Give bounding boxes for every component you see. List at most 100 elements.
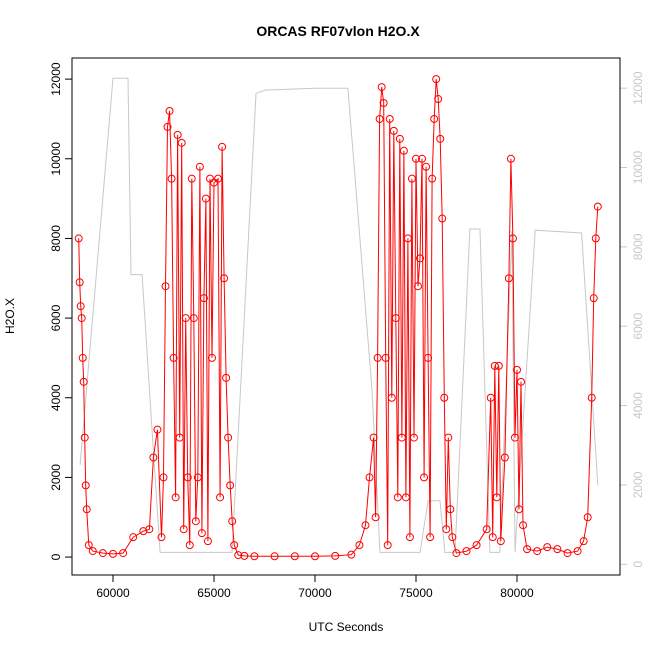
data-point — [218, 142, 227, 151]
data-point — [228, 517, 237, 526]
data-point — [434, 95, 443, 104]
data-point — [165, 106, 174, 115]
data-point — [157, 533, 166, 542]
data-point — [191, 517, 200, 526]
data-point — [75, 278, 84, 287]
data-point — [401, 493, 410, 502]
data-point — [290, 552, 299, 561]
data-point — [240, 551, 249, 560]
data-point — [371, 513, 380, 522]
data-point — [375, 114, 384, 123]
data-point — [436, 134, 445, 143]
data-point — [506, 154, 515, 163]
x-tick-label: 70000 — [298, 586, 332, 600]
data-point — [173, 130, 182, 139]
data-point — [195, 162, 204, 171]
data-point — [199, 294, 208, 303]
data-point — [169, 353, 178, 362]
data-point — [490, 361, 499, 370]
series-line — [78, 79, 599, 557]
data-point — [405, 533, 414, 542]
data-point — [440, 393, 449, 402]
data-point — [214, 174, 223, 183]
y-axis-label: H2O.X — [3, 298, 17, 334]
data-point — [171, 493, 180, 502]
y2-tick-label: 12000 — [631, 71, 645, 105]
data-point — [391, 314, 400, 323]
data-point — [183, 473, 192, 482]
data-point — [385, 114, 394, 123]
data-point — [508, 234, 517, 243]
data-point — [205, 174, 214, 183]
data-point — [365, 473, 374, 482]
data-point — [579, 537, 588, 546]
data-point — [361, 521, 370, 530]
plot-area: 60000 65000 70000 75000 80000020004000600080… — [49, 62, 645, 600]
data-point — [482, 525, 491, 534]
data-point — [79, 377, 88, 386]
data-point — [591, 234, 600, 243]
data-point — [533, 547, 542, 556]
data-point — [222, 373, 231, 382]
data-point — [369, 433, 378, 442]
y2-tick-label: 8000 — [631, 233, 645, 260]
y2-tick-label: 2000 — [631, 471, 645, 498]
y-tick-label: 2000 — [49, 464, 63, 491]
data-point — [250, 552, 259, 561]
data-point — [84, 541, 93, 550]
data-point — [418, 154, 427, 163]
data-point — [163, 122, 172, 131]
data-point — [230, 541, 239, 550]
data-point — [76, 302, 85, 311]
data-point — [420, 473, 429, 482]
x-tick-label: 60000 — [96, 586, 130, 600]
data-point — [201, 194, 210, 203]
data-point — [389, 126, 398, 135]
data-point — [207, 353, 216, 362]
data-point — [379, 99, 388, 108]
data-point — [553, 545, 562, 554]
y-tick-label: 12000 — [49, 62, 63, 96]
data-point — [373, 353, 382, 362]
data-point — [397, 433, 406, 442]
y2-tick-label: 4000 — [631, 392, 645, 419]
data-point — [203, 537, 212, 546]
data-point — [543, 543, 552, 552]
y-tick-label: 0 — [49, 553, 63, 560]
data-point — [486, 393, 495, 402]
data-point — [81, 481, 90, 490]
data-point — [472, 541, 481, 550]
data-point — [181, 314, 190, 323]
data-point — [416, 254, 425, 263]
data-point — [209, 178, 218, 187]
data-point — [515, 505, 524, 514]
x-tick-label: 80000 — [500, 586, 534, 600]
data-point — [224, 433, 233, 442]
x-axis-label: UTC Seconds — [309, 620, 384, 634]
data-point — [393, 493, 402, 502]
data-point — [88, 547, 97, 556]
x-tick-label: 65000 — [197, 586, 231, 600]
data-point — [583, 513, 592, 522]
data-point — [161, 282, 170, 291]
data-point — [444, 433, 453, 442]
data-point — [488, 533, 497, 542]
data-point — [523, 545, 532, 554]
data-point — [573, 547, 582, 556]
data-point — [82, 505, 91, 514]
data-point — [149, 453, 158, 462]
data-point — [145, 525, 154, 534]
data-point — [409, 433, 418, 442]
data-point — [448, 533, 457, 542]
y-tick-label: 10000 — [49, 142, 63, 176]
data-point — [430, 114, 439, 123]
data-point — [432, 75, 441, 84]
data-point — [442, 525, 451, 534]
data-point — [193, 473, 202, 482]
data-point — [492, 493, 501, 502]
data-point — [446, 505, 455, 514]
x-tick-label: 75000 — [399, 586, 433, 600]
data-point — [310, 552, 319, 561]
data-point — [462, 547, 471, 556]
